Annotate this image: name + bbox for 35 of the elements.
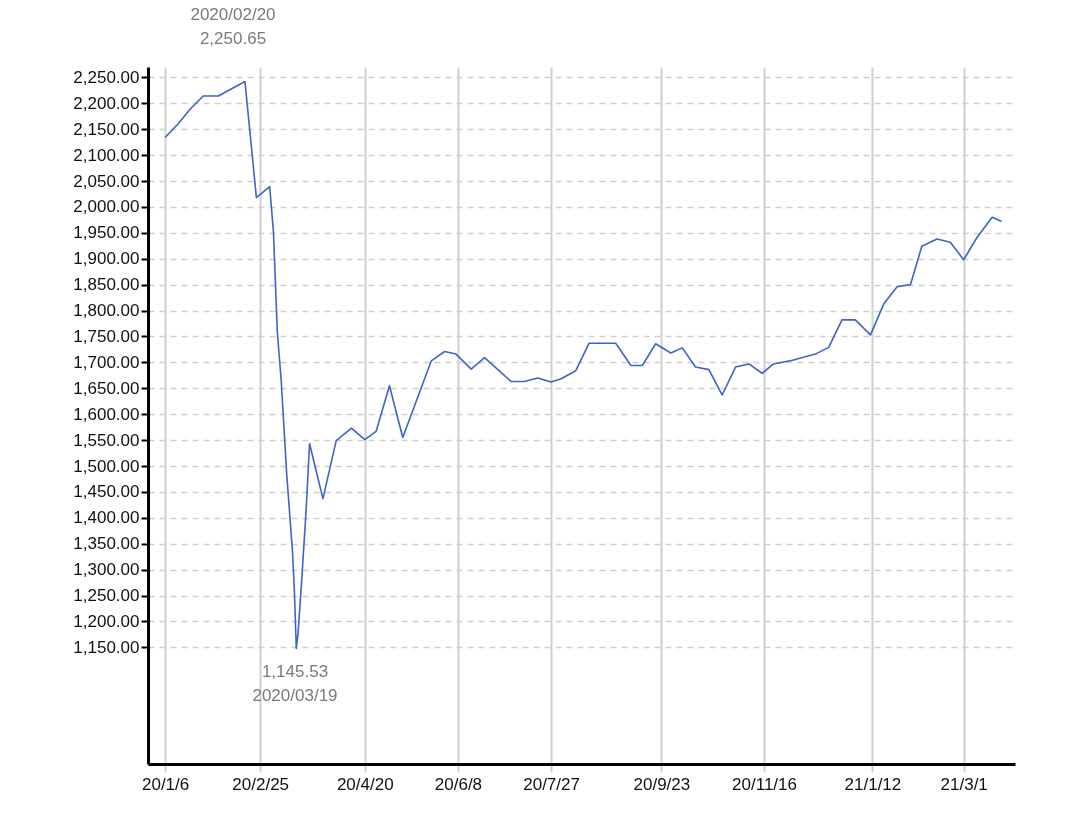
y-tick-label: 1,300.00 — [73, 560, 140, 580]
text: 2020/02/20 2,250.65 — [190, 5, 276, 48]
x-tick-label: 20/6/8 — [434, 774, 483, 794]
y-tick-label: 1,450.00 — [73, 482, 140, 502]
y-tick-label: 2,050.00 — [73, 171, 140, 191]
y-tick-label: 2,250.00 — [73, 67, 140, 87]
y-tick-label: 2,150.00 — [73, 119, 140, 139]
annotation: 1,145.53 2020/03/19 — [252, 662, 338, 705]
y-tick-label: 1,150.00 — [73, 637, 140, 657]
y-tick-label: 1,950.00 — [73, 223, 140, 243]
y-tick-label: 1,900.00 — [73, 249, 140, 269]
y-tick-label: 1,700.00 — [73, 352, 140, 372]
x-tick-label: 20/9/23 — [633, 774, 691, 794]
y-tick-label: 1,850.00 — [73, 275, 140, 295]
y-tick-label: 1,200.00 — [73, 611, 140, 631]
x-tick-label: 21/1/12 — [844, 774, 902, 794]
x-tick-label: 20/11/16 — [732, 774, 797, 794]
x-tick-label: 21/3/1 — [940, 774, 988, 794]
x-tick-label: 20/7/27 — [523, 774, 580, 794]
y-tick-label: 2,000.00 — [73, 197, 140, 217]
y-tick-label: 1,550.00 — [73, 430, 140, 450]
y-tick-label: 1,350.00 — [73, 534, 140, 554]
y-tick-label: 2,100.00 — [73, 145, 140, 165]
y-tick-label: 2,200.00 — [73, 93, 140, 113]
x-tick-label: 20/4/20 — [336, 774, 394, 794]
y-tick-label: 1,650.00 — [73, 378, 140, 398]
y-tick-label: 1,400.00 — [73, 508, 140, 528]
y-tick-label: 1,800.00 — [73, 301, 140, 321]
x-tick-label: 20/1/6 — [141, 774, 190, 794]
line-series — [164, 80, 1003, 650]
x-tick-label: 20/2/25 — [232, 774, 290, 794]
y-tick-label: 1,750.00 — [73, 326, 140, 346]
y-tick-label: 1,250.00 — [73, 586, 140, 606]
y-tick-label: 1,500.00 — [73, 456, 140, 476]
y-tick-label: 1,600.00 — [73, 404, 140, 424]
